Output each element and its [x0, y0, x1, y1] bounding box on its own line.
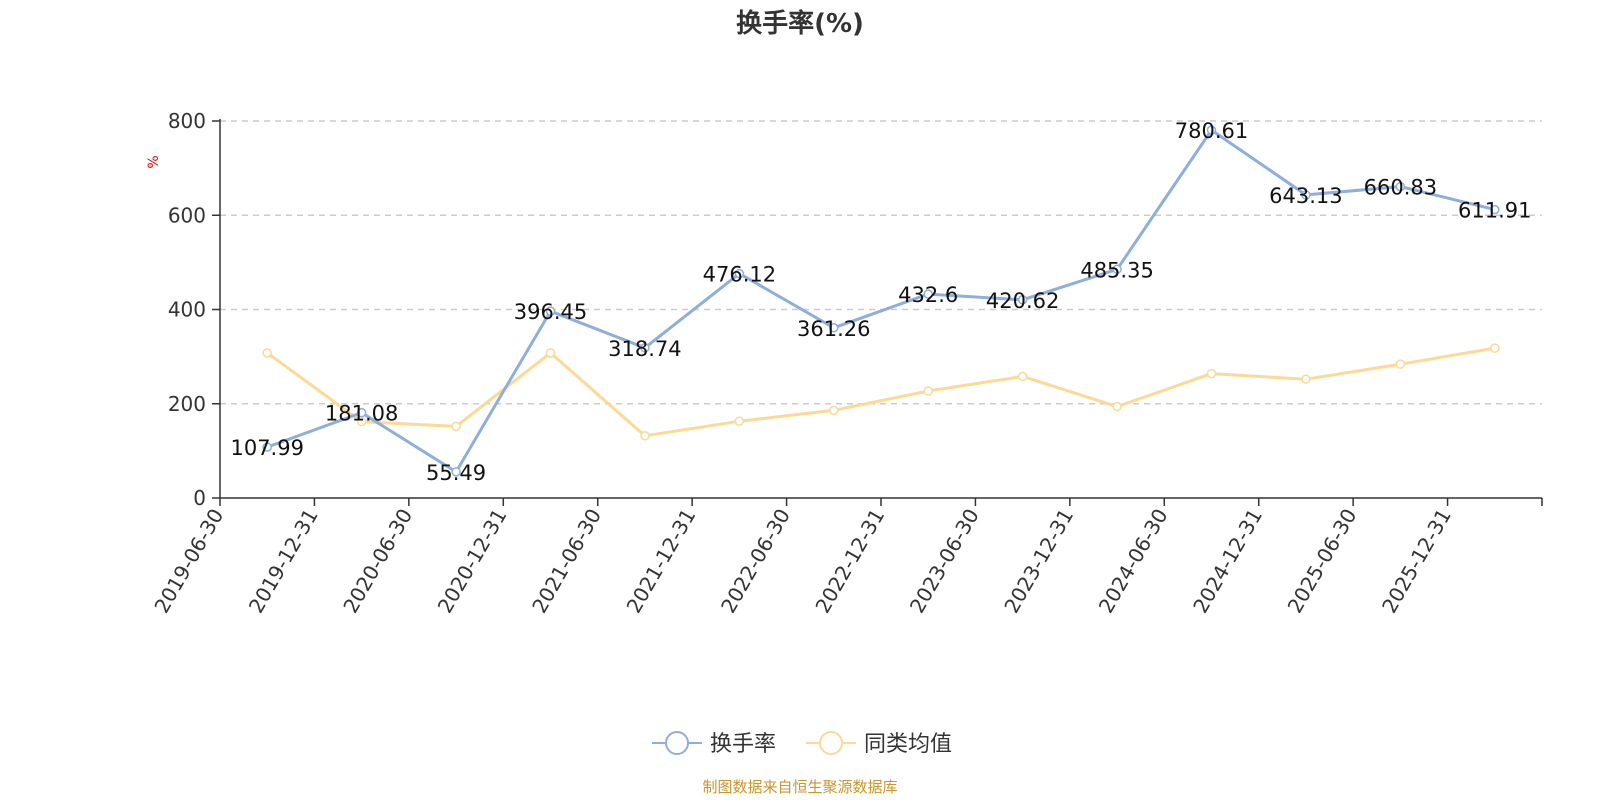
data-point[interactable]: [734, 416, 745, 426]
data-point[interactable]: [356, 407, 367, 418]
data-point[interactable]: [1112, 264, 1122, 275]
y-tick-label: 800: [168, 109, 206, 133]
series-line: [266, 128, 1496, 474]
data-label: 611.91: [1458, 199, 1531, 223]
legend[interactable]: 换手率 同类均值: [652, 731, 952, 757]
x-tick-label: 2019-06-30: [149, 505, 228, 618]
legend-item-turnover-rate[interactable]: 换手率: [652, 731, 776, 757]
data-labels: 107.99 181.08 55.49 396.45 318.74 476.12 361.2…: [230, 119, 1531, 485]
series-turnover-rate: [262, 125, 1500, 477]
data-point[interactable]: [262, 348, 272, 358]
x-tick-label: 2022-12-31: [810, 505, 889, 618]
data-point[interactable]: [1301, 190, 1311, 200]
legend-label: 同类均值: [864, 732, 952, 757]
data-point[interactable]: [1112, 401, 1122, 412]
legend-label: 换手率: [710, 732, 776, 757]
series-layer: [262, 125, 1500, 477]
data-point[interactable]: [923, 289, 933, 299]
data-point[interactable]: [829, 405, 839, 416]
data-label: 432.6: [898, 283, 958, 307]
data-label: 660.83: [1364, 176, 1437, 200]
y-tick-label: 0: [193, 486, 206, 510]
y-tick-label: 200: [168, 392, 206, 416]
x-tick-label: 2023-12-31: [999, 505, 1078, 618]
data-point[interactable]: [1301, 374, 1311, 384]
x-tick-label: 2021-12-31: [622, 505, 701, 618]
x-tick-label: 2020-06-30: [338, 505, 417, 618]
data-point[interactable]: [1017, 295, 1028, 305]
x-tick-label: 2020-12-31: [433, 505, 512, 618]
y-tick-label: 600: [168, 203, 206, 227]
y-axis-unit-label: %: [146, 155, 162, 168]
x-tick-label: 2022-06-30: [716, 505, 795, 618]
x-tick-label: 2024-06-30: [1094, 505, 1173, 618]
x-tick-label: 2019-12-31: [244, 505, 323, 618]
data-point[interactable]: [1206, 368, 1217, 379]
legend-marker-icon: [665, 731, 689, 755]
data-label: 420.62: [986, 289, 1059, 313]
data-label: 55.49: [426, 461, 486, 485]
data-point[interactable]: [1017, 371, 1028, 382]
data-source-note: 制图数据来自恒生聚源数据库: [702, 778, 897, 796]
axes: [219, 119, 1542, 499]
data-point[interactable]: [1206, 125, 1217, 135]
data-label: 361.26: [797, 317, 870, 341]
data-point[interactable]: [1490, 204, 1500, 215]
data-label: 318.74: [608, 337, 681, 361]
grid-lines: [220, 120, 1542, 405]
series-peer-average: [262, 343, 1500, 441]
data-point[interactable]: [734, 268, 745, 279]
data-label: 780.61: [1175, 119, 1248, 143]
data-point[interactable]: [829, 323, 839, 333]
legend-item-peer-average[interactable]: 同类均值: [806, 731, 952, 757]
data-point[interactable]: [545, 348, 556, 358]
x-tick-label: 2021-06-30: [527, 505, 606, 618]
data-point[interactable]: [640, 343, 650, 353]
x-tick-label: 2023-06-30: [905, 505, 984, 618]
data-point[interactable]: [640, 431, 650, 441]
x-tick-label: 2025-06-30: [1283, 505, 1362, 618]
y-tick-label: 400: [168, 298, 206, 322]
data-label: 476.12: [703, 263, 776, 287]
data-label: 485.35: [1080, 258, 1153, 282]
data-point[interactable]: [1490, 343, 1500, 353]
series-line: [266, 346, 1496, 438]
data-point[interactable]: [923, 386, 933, 396]
data-point[interactable]: [1395, 181, 1406, 192]
data-point[interactable]: [356, 416, 367, 427]
chart-title: 换手率(%): [736, 8, 864, 39]
y-axis-ticks: 0 200 400 600 800: [168, 109, 220, 510]
data-point[interactable]: [451, 421, 461, 432]
data-label: 643.13: [1269, 184, 1342, 208]
data-label: 181.08: [325, 402, 398, 426]
data-point[interactable]: [262, 442, 272, 452]
x-tick-label: 2024-12-31: [1188, 505, 1267, 618]
data-point[interactable]: [451, 467, 461, 477]
x-axis-ticks: 2019-06-30 2019-12-31 2020-06-30 2020-12-31…: [149, 498, 1543, 618]
data-point[interactable]: [1395, 359, 1406, 369]
data-point[interactable]: [545, 306, 556, 316]
data-label: 396.45: [514, 300, 587, 324]
x-tick-label: 2025-12-31: [1377, 505, 1456, 618]
data-label: 107.99: [230, 436, 303, 460]
legend-marker-icon: [819, 731, 843, 755]
